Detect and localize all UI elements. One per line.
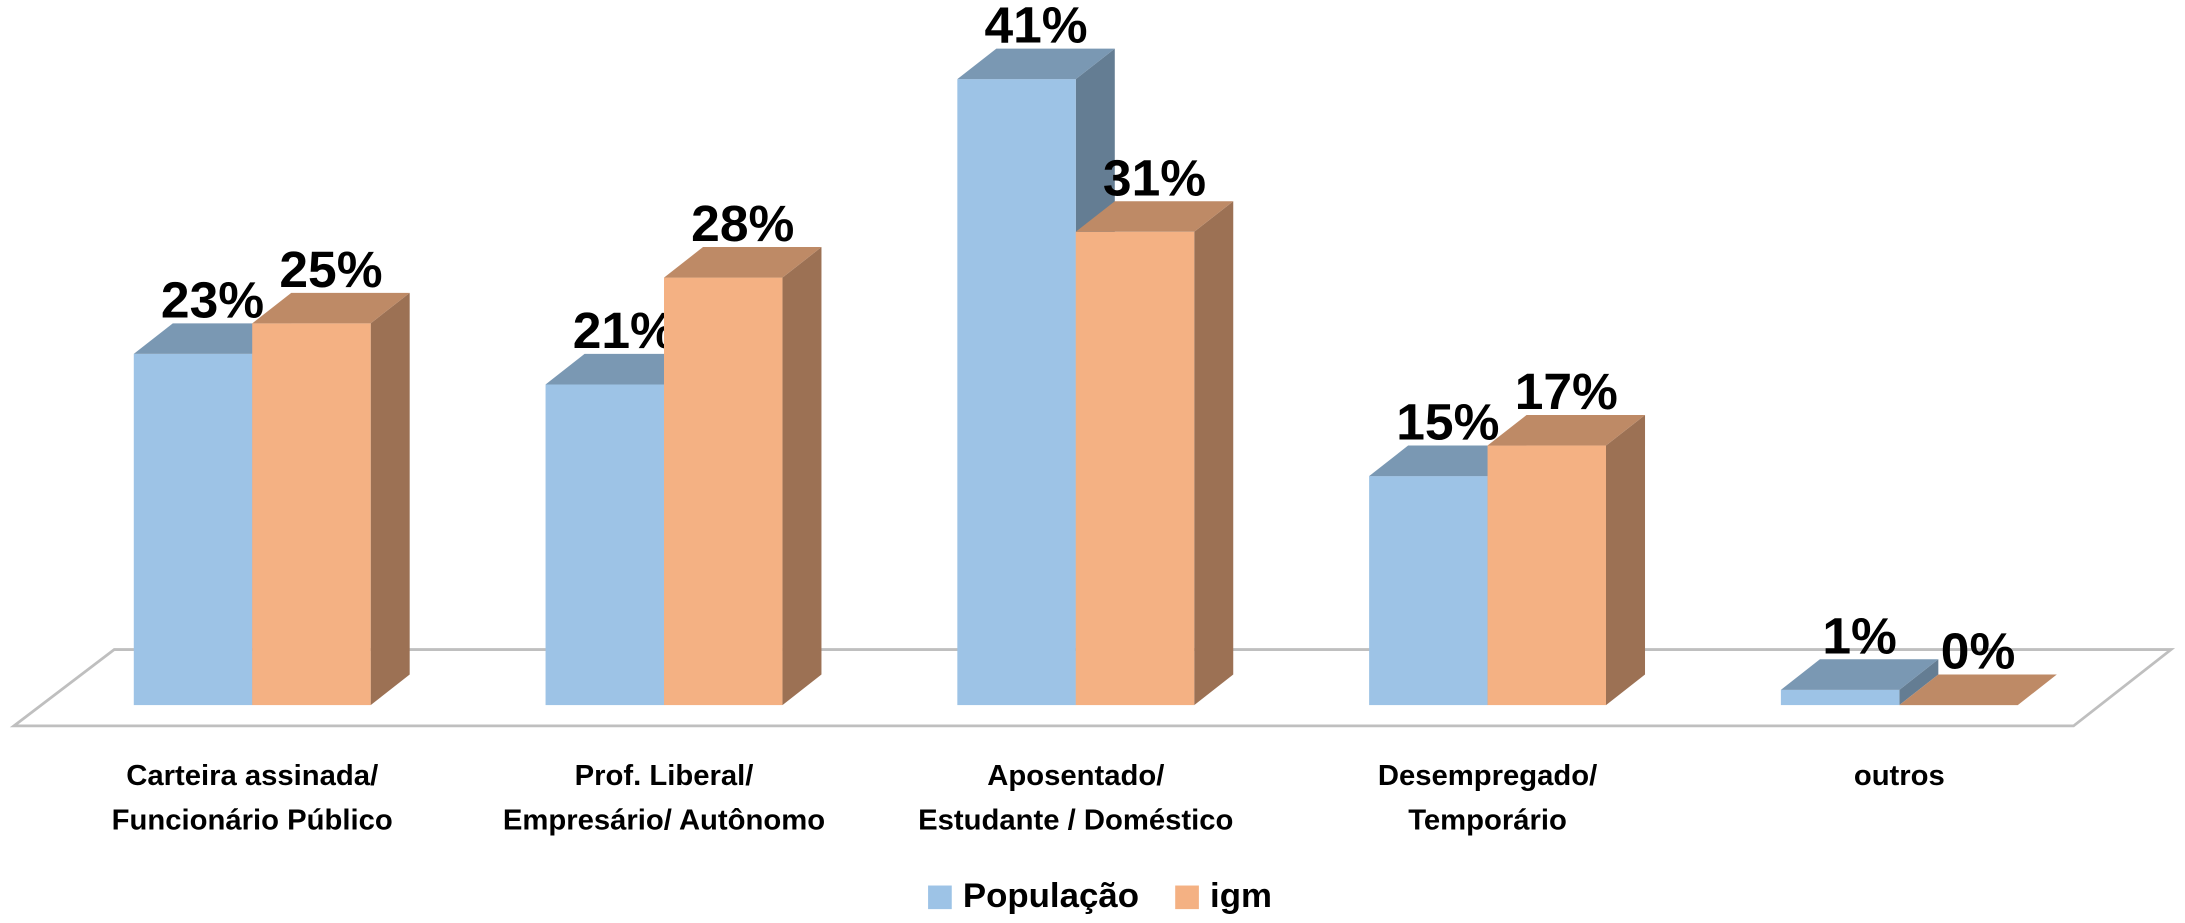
data-label: 23% bbox=[161, 271, 264, 329]
legend-swatch bbox=[928, 885, 952, 910]
x-tick-label: Prof. Liberal/Empresário/ Autônomo bbox=[503, 760, 825, 836]
data-label: 1% bbox=[1822, 607, 1896, 665]
x-tick-label: Desempregado/Temporário bbox=[1378, 760, 1597, 836]
data-label: 0% bbox=[1941, 622, 2015, 680]
bar bbox=[1369, 476, 1488, 706]
legend-label: População bbox=[963, 877, 1139, 915]
bar bbox=[664, 277, 783, 706]
bar-top bbox=[957, 48, 1115, 80]
bar-top bbox=[545, 353, 704, 385]
bar-top bbox=[1899, 674, 2057, 706]
x-tick-label: Aposentado/Estudante / Doméstico bbox=[918, 760, 1233, 836]
bar-top bbox=[664, 247, 822, 278]
data-label: 41% bbox=[984, 0, 1087, 54]
data-label: 15% bbox=[1396, 393, 1499, 451]
bar-side bbox=[1899, 659, 1939, 706]
bar-top bbox=[1487, 415, 1646, 446]
legend-label: igm bbox=[1210, 877, 1272, 915]
bar-side bbox=[782, 247, 822, 706]
bar-side bbox=[1194, 201, 1234, 706]
bar-top bbox=[133, 323, 292, 354]
x-tick-label: Carteira assinada/Funcionário Público bbox=[112, 760, 393, 836]
bar-top bbox=[1369, 445, 1527, 477]
bar bbox=[252, 323, 371, 706]
bar bbox=[1075, 231, 1195, 706]
data-label: 25% bbox=[279, 240, 382, 298]
bar bbox=[1487, 445, 1607, 706]
bar bbox=[545, 384, 665, 706]
data-label: 17% bbox=[1515, 362, 1618, 420]
bar bbox=[133, 353, 253, 706]
data-label: 21% bbox=[573, 301, 676, 359]
bar-side bbox=[1606, 415, 1646, 706]
bar-top bbox=[1075, 201, 1234, 232]
bar bbox=[957, 79, 1076, 706]
data-label: 28% bbox=[691, 194, 794, 252]
x-tick-label: outros bbox=[1854, 760, 1945, 792]
legend-swatch bbox=[1175, 885, 1199, 910]
bar bbox=[1780, 689, 1900, 706]
bar-top bbox=[252, 292, 410, 324]
data-label: 31% bbox=[1103, 148, 1206, 206]
bar-top bbox=[1780, 659, 1939, 690]
bar-side bbox=[370, 292, 410, 706]
